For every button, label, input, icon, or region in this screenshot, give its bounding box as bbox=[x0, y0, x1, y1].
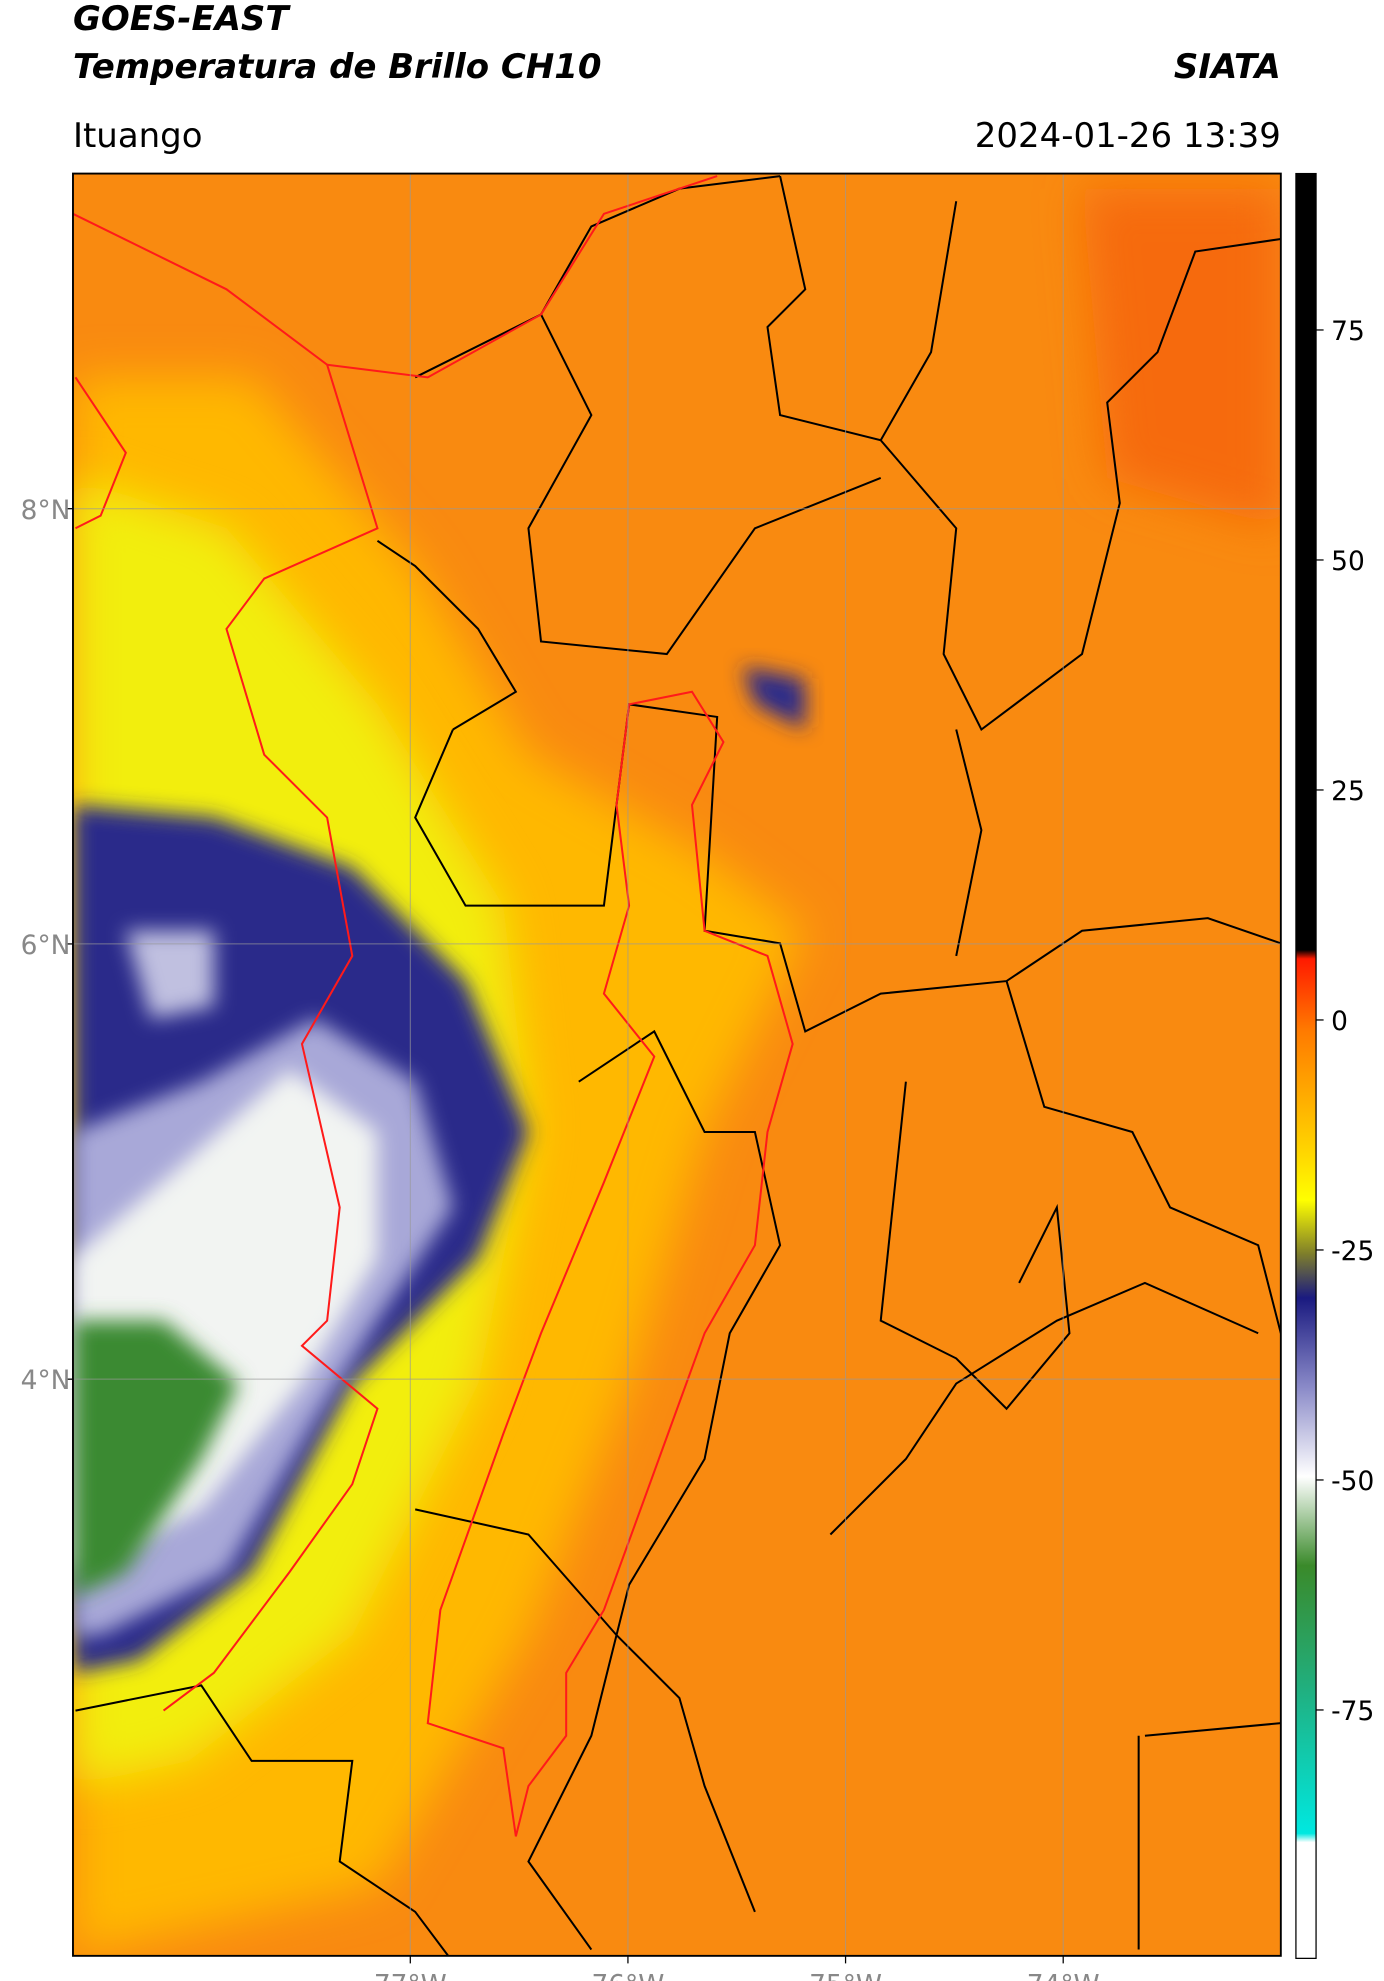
colorbar bbox=[1295, 172, 1317, 1959]
lon-tick-label: 77°W bbox=[374, 1970, 447, 1981]
lat-tick-label: 8°N bbox=[21, 495, 71, 526]
satellite-image bbox=[72, 173, 1281, 1956]
datetime: 2024-01-26 13:39 bbox=[975, 116, 1281, 156]
colorbar-ticks: 75 50 25 0 -25 -50 -75 bbox=[1316, 316, 1374, 1727]
colorbar-tick-label: -50 bbox=[1331, 1466, 1374, 1497]
lon-tick-label: 75°W bbox=[809, 1970, 882, 1981]
colorbar-tick-label: -25 bbox=[1331, 1236, 1374, 1267]
colorbar-tick-label: 75 bbox=[1331, 316, 1365, 347]
source: SIATA bbox=[1174, 47, 1281, 87]
lon-tick-label: 76°W bbox=[591, 1970, 664, 1981]
colorbar-tick-label: 0 bbox=[1331, 1006, 1348, 1037]
lat-tick-label: 4°N bbox=[21, 1365, 71, 1396]
colorbar-tick-label: -75 bbox=[1331, 1696, 1374, 1727]
map-frame bbox=[72, 172, 1282, 1957]
location: Ituango bbox=[73, 116, 203, 156]
lon-tick-label: 74°W bbox=[1027, 1970, 1100, 1981]
subtitle: Temperatura de Brillo CH10 bbox=[73, 47, 602, 87]
lat-tick-label: 6°N bbox=[21, 930, 71, 961]
graticule: 77°W 76°W 75°W 74°W 8°N 6°N 4°N bbox=[21, 173, 1281, 1981]
colorbar-tick-label: 25 bbox=[1331, 776, 1365, 807]
title: GOES-EAST bbox=[73, 0, 291, 39]
colorbar-tick-label: 50 bbox=[1331, 546, 1365, 577]
